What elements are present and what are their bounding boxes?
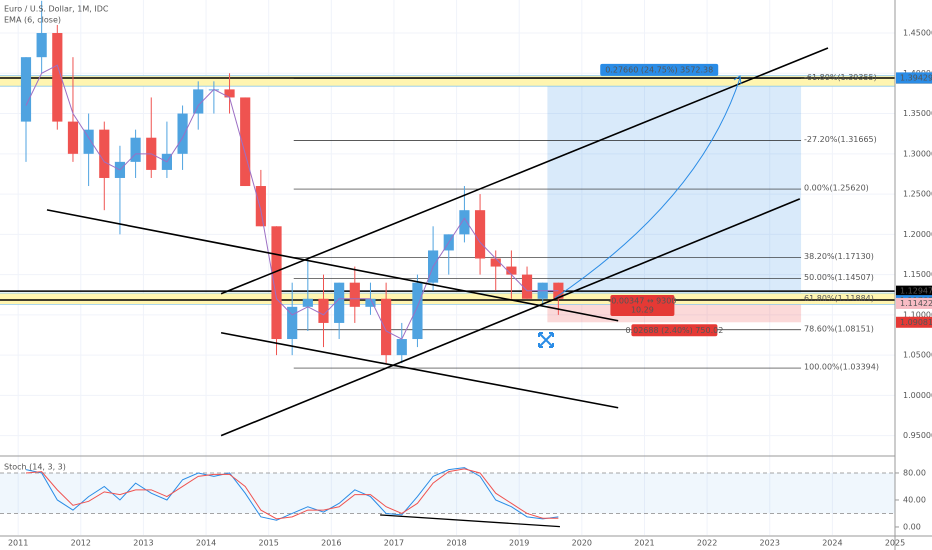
candle-body — [240, 97, 251, 187]
trendline — [220, 47, 829, 295]
indicator-label: EMA (6, close) — [4, 16, 61, 25]
candle-body — [396, 339, 407, 356]
position-label-bg — [631, 324, 718, 337]
fib-label: -61.80%(1.39355) — [804, 73, 877, 82]
candle-body — [271, 226, 282, 340]
position-label: 0.27660 (24.75%) 3572.38 — [605, 65, 713, 74]
y-tick-label: 1.15000 — [903, 270, 932, 279]
y-tick-label: 1.10000 — [903, 310, 932, 319]
position-label: -0.00347 ↔ 9300 — [608, 296, 676, 305]
x-tick-label: 2017 — [384, 539, 404, 548]
ema-line — [25, 64, 559, 340]
candle-body — [130, 137, 141, 162]
position-label-bg — [610, 294, 675, 316]
x-tick-label: 2015 — [259, 539, 279, 548]
zone — [0, 75, 895, 87]
candle-body — [381, 298, 392, 356]
projection-arrow — [554, 77, 741, 299]
candle-body — [224, 89, 235, 98]
candle-body — [334, 282, 345, 323]
x-tick-label: 2013 — [133, 539, 153, 548]
stoch-title: Stoch (14, 3, 3) — [4, 463, 66, 472]
candle-body — [318, 298, 329, 323]
move-icon — [538, 332, 554, 348]
stoch-tick-label: 0.00 — [903, 522, 921, 531]
candle-body — [177, 113, 188, 154]
y-tick-label: 1.00000 — [903, 391, 932, 400]
x-tick-label: 2012 — [71, 539, 91, 548]
price-label: 1.39429 — [900, 73, 932, 82]
candle-body — [521, 274, 533, 299]
y-tick-label: 0.95000 — [903, 431, 932, 440]
fib-label: 61.80%(1.11884) — [804, 294, 874, 303]
y-tick-label: 1.35000 — [903, 109, 932, 118]
fib-label: 78.60%(1.08151) — [804, 324, 874, 333]
candle-body — [193, 89, 204, 114]
price-label: 1.12947 — [900, 287, 932, 296]
y-tick-label: 1.30000 — [903, 149, 932, 158]
candle-body — [67, 121, 79, 154]
price-label-bg — [896, 297, 932, 309]
x-tick-label: 2021 — [634, 539, 654, 548]
fib-label: 50.00%(1.14507) — [804, 273, 874, 282]
price-label: 1.11422 — [900, 299, 932, 308]
candle-body — [36, 33, 47, 58]
stoch-line — [25, 468, 559, 520]
x-tick-label: 2023 — [760, 539, 780, 548]
plot: -61.80%(1.39355) -27.20%(1.31665) 0.00%(1.… — [0, 0, 896, 535]
position-label-bg — [600, 63, 719, 76]
price-label-bg — [896, 285, 932, 297]
candle-body — [99, 129, 110, 178]
candle-body — [302, 298, 313, 307]
x-tick-label: 2019 — [509, 539, 529, 548]
position-label: 0.02688 (2.40%) 750.02 — [625, 326, 723, 335]
x-tick-label: 2024 — [822, 539, 842, 548]
x-tick-label: 2018 — [446, 539, 466, 548]
fib-label: 100.00%(1.03394) — [804, 363, 879, 372]
position-label: 10.29 — [631, 305, 654, 314]
x-tick-label: 2014 — [196, 539, 216, 548]
candle-body — [349, 282, 360, 307]
trendline — [46, 209, 619, 322]
zone — [0, 293, 895, 305]
price-label-bg — [896, 316, 932, 328]
candle-body — [20, 57, 32, 122]
x-tick-label: 2011 — [8, 539, 28, 548]
candle-body — [490, 258, 501, 267]
x-tick-label: 2022 — [697, 539, 717, 548]
y-tick-label: 1.05000 — [903, 351, 932, 360]
chart-title: Euro / U.S. Dollar, 1M, IDC — [4, 5, 109, 14]
x-tick-label: 2025 — [885, 539, 905, 548]
stoch-tick-label: 80.00 — [903, 468, 926, 477]
trendline — [220, 331, 619, 409]
stoch-trendline — [380, 514, 560, 528]
y-tick-label: 1.45000 — [903, 29, 932, 38]
fib-label: 0.00%(1.25620) — [804, 184, 869, 193]
stoch-band — [0, 472, 895, 514]
stoch-tick-label: 40.00 — [903, 495, 926, 504]
fib-label: 38.20%(1.17130) — [804, 252, 874, 261]
y-tick-label: 1.25000 — [903, 190, 932, 199]
price-label-bg — [896, 72, 932, 84]
candle-body — [83, 129, 94, 154]
fib-label: -27.20%(1.31665) — [804, 135, 877, 144]
candle-body — [255, 186, 266, 227]
trendline — [220, 198, 801, 437]
candle-body — [474, 210, 486, 259]
candle-body — [412, 282, 423, 340]
candle-body — [365, 298, 376, 307]
candle-body — [459, 210, 470, 235]
x-tick-label: 2016 — [321, 539, 341, 548]
x-tick-label: 2020 — [572, 539, 592, 548]
y-tick-label: 1.20000 — [903, 230, 932, 239]
candle-body — [287, 306, 298, 340]
candle-body — [506, 266, 517, 275]
price-label: 1.09081 — [900, 318, 932, 327]
arrow-head — [733, 75, 742, 85]
candle-body — [52, 33, 63, 122]
